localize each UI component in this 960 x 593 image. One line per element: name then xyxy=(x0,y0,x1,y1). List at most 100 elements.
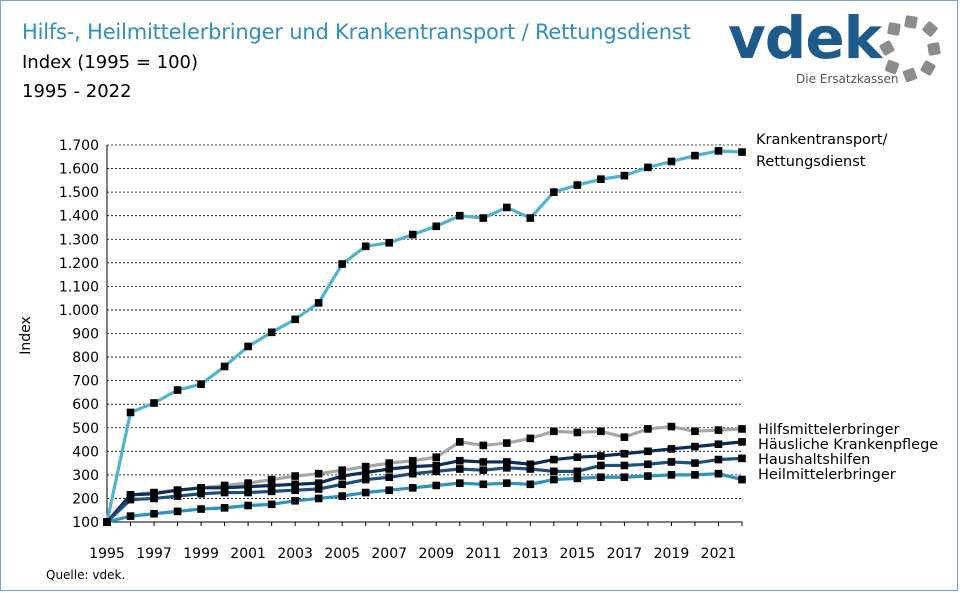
data-point xyxy=(620,449,629,458)
data-point xyxy=(385,486,394,494)
series-3 xyxy=(103,454,746,526)
data-point xyxy=(314,494,323,503)
data-point xyxy=(479,480,488,489)
data-point xyxy=(385,238,394,247)
data-point xyxy=(197,484,205,492)
series-line xyxy=(105,149,743,523)
data-point xyxy=(573,474,582,483)
chart-date-range: 1995 - 2022 xyxy=(22,81,132,102)
y-tick-label: 600 xyxy=(72,397,99,413)
data-point xyxy=(432,481,441,490)
data-point xyxy=(573,428,582,437)
x-tick-label: 1997 xyxy=(136,546,172,562)
data-point xyxy=(526,465,535,473)
data-point xyxy=(267,500,276,509)
data-point xyxy=(173,386,182,394)
source-note: Quelle: vdek. xyxy=(46,568,126,582)
data-point xyxy=(432,467,441,476)
y-tick-label: 500 xyxy=(72,421,99,437)
series-label: Heilmittelerbringer xyxy=(758,467,896,483)
data-point xyxy=(479,441,488,450)
data-point xyxy=(126,491,135,499)
data-point xyxy=(267,481,276,490)
data-point xyxy=(526,214,535,222)
data-point xyxy=(338,466,346,474)
data-point xyxy=(667,445,676,453)
data-point xyxy=(691,427,699,436)
series-label: Haushaltshilfen xyxy=(758,452,870,468)
y-tick-label: 400 xyxy=(72,444,99,460)
data-point xyxy=(667,471,676,479)
vdek-logo: vdek Die Ersatzkassen xyxy=(728,4,948,92)
data-point xyxy=(691,442,699,451)
data-point xyxy=(597,175,605,183)
series-layer xyxy=(103,147,746,526)
data-point xyxy=(738,148,746,156)
data-point xyxy=(644,163,652,172)
logo-wordmark: vdek xyxy=(728,4,882,72)
data-point xyxy=(714,469,723,478)
data-point xyxy=(644,460,652,469)
series-label: Hilfsmittelerbringer xyxy=(758,422,899,438)
data-point xyxy=(338,492,346,500)
series-line xyxy=(106,472,743,524)
y-tick-label: 1.300 xyxy=(59,232,99,248)
x-tick-label: 2007 xyxy=(371,546,407,562)
data-point xyxy=(455,438,464,446)
x-tick-label: 2015 xyxy=(560,546,596,562)
data-point xyxy=(455,465,464,473)
data-point xyxy=(620,433,629,441)
x-tick-label: 2019 xyxy=(654,546,690,562)
data-point xyxy=(550,427,558,436)
data-point xyxy=(550,475,558,484)
data-point xyxy=(550,188,558,196)
data-point xyxy=(479,466,488,474)
data-point xyxy=(503,439,511,447)
data-point xyxy=(244,482,252,491)
y-tick-label: 1.500 xyxy=(59,185,99,201)
y-tick-label: 1.700 xyxy=(59,138,99,154)
data-point xyxy=(667,157,676,166)
data-point xyxy=(644,447,652,456)
y-tick-label: 800 xyxy=(72,350,99,366)
x-tick-label: 2003 xyxy=(277,546,313,562)
data-point xyxy=(408,230,417,239)
data-point xyxy=(691,459,699,467)
series-line xyxy=(105,440,743,524)
data-point xyxy=(126,512,135,520)
series-label: Krankentransport/ xyxy=(756,132,888,148)
data-point xyxy=(291,486,299,494)
data-point xyxy=(620,171,629,180)
data-point xyxy=(432,222,441,231)
data-point xyxy=(479,214,488,222)
axes-layer: 100 200 300 400 500 600 700 800 900 1.000 1.100 1.2… xyxy=(18,138,743,562)
y-tick-label: 100 xyxy=(72,515,99,531)
data-point xyxy=(432,461,441,470)
x-tick-label: 2005 xyxy=(324,546,360,562)
y-tick-label: 1.200 xyxy=(59,256,99,272)
data-point xyxy=(526,480,535,489)
data-point xyxy=(714,147,723,155)
data-point xyxy=(526,460,535,469)
data-point xyxy=(197,505,205,513)
data-point xyxy=(291,480,299,489)
data-point xyxy=(644,425,652,433)
data-point xyxy=(408,456,417,465)
data-point xyxy=(291,315,299,324)
data-point xyxy=(550,467,558,476)
data-point xyxy=(150,509,158,518)
data-point xyxy=(550,455,558,464)
data-point xyxy=(738,438,746,446)
y-tick-label: 1.600 xyxy=(59,162,99,178)
data-point xyxy=(385,465,394,473)
y-tick-label: 200 xyxy=(72,491,99,507)
data-point xyxy=(361,475,370,484)
data-point xyxy=(291,496,299,505)
data-point xyxy=(455,479,464,487)
y-tick-label: 1.400 xyxy=(59,209,99,225)
data-point xyxy=(455,456,464,465)
data-point xyxy=(526,434,535,443)
chart-subtitle: Index (1995 = 100) xyxy=(22,52,199,73)
